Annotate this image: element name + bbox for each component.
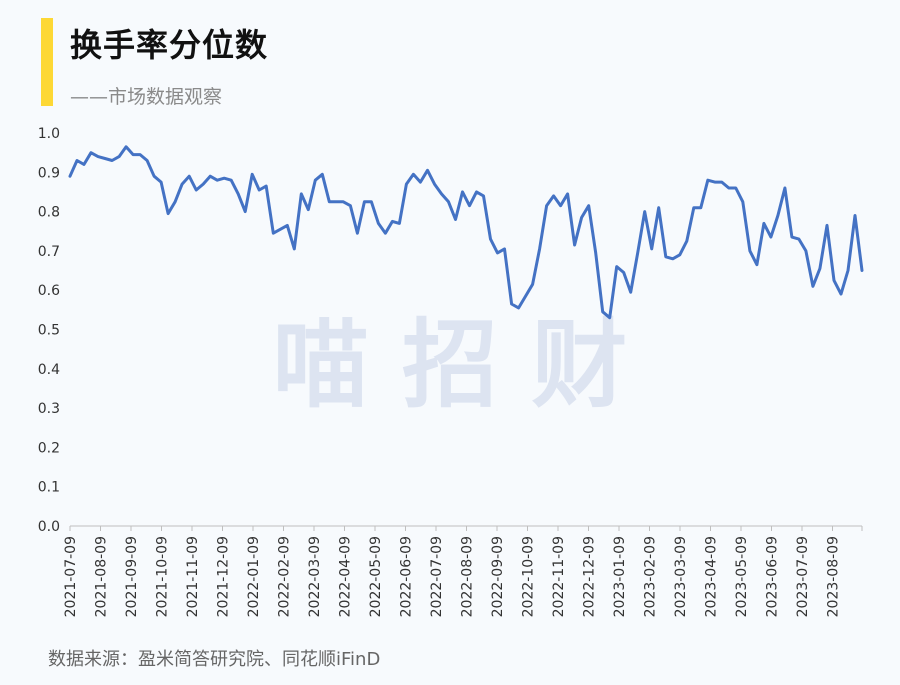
x-tick-label: 2023-08-09 <box>826 536 842 617</box>
y-tick-label: 0.8 <box>38 205 60 221</box>
x-axis: 2021-07-09 2021-08-09 2021-09-09 2021-10-09… <box>63 525 863 617</box>
y-tick-label: 0.0 <box>38 519 60 535</box>
x-tick-label: 2022-06-09 <box>399 536 415 617</box>
y-tick-label: 1.0 <box>38 126 60 142</box>
y-tick-label: 0.6 <box>38 283 60 299</box>
y-tick-label: 0.5 <box>38 323 60 339</box>
x-tick-label: 2021-10-09 <box>155 536 171 617</box>
x-tick-label: 2021-09-09 <box>124 536 140 617</box>
page-title: 换手率分位数 <box>70 26 269 64</box>
x-tick-label: 2023-06-09 <box>765 536 781 617</box>
line-chart: 喵 招 财 0.00.10.20.30.40.50.60.70.80.91.0 … <box>38 126 864 617</box>
y-tick-label: 0.3 <box>38 401 60 417</box>
title-accent-bar <box>41 18 53 106</box>
x-tick-label: 2023-04-09 <box>704 536 720 617</box>
x-tick-label: 2022-04-09 <box>338 536 354 617</box>
watermark-text: 喵 招 财 <box>273 309 628 421</box>
x-tick-label: 2022-11-09 <box>551 536 567 617</box>
x-tick-label: 2023-02-09 <box>643 536 659 617</box>
data-source: 数据来源：盈米简答研究院、同花顺iFinD <box>48 649 381 670</box>
x-tick-label: 2022-10-09 <box>521 536 537 617</box>
x-tick-label: 2022-05-09 <box>368 536 384 617</box>
x-tick-label: 2021-12-09 <box>216 536 232 617</box>
x-tick-label: 2021-07-09 <box>63 536 79 617</box>
page-subtitle: ——市场数据观察 <box>70 86 223 108</box>
x-tick-label: 2022-03-09 <box>307 536 323 617</box>
y-tick-label: 0.4 <box>38 362 60 378</box>
y-tick-label: 0.9 <box>38 165 60 181</box>
x-tick-label: 2022-07-09 <box>429 536 445 617</box>
x-tick-label: 2023-07-09 <box>795 536 811 617</box>
x-tick-label: 2022-08-09 <box>460 536 476 617</box>
x-tick-label: 2022-02-09 <box>277 536 293 617</box>
y-axis: 0.0 0.1 0.2 0.3 0.4 0.5 0.6 0.7 0.8 0.9 1.0 <box>38 126 60 535</box>
x-tick-label: 2021-11-09 <box>185 536 201 617</box>
x-tick-label: 2021-08-09 <box>94 536 110 617</box>
x-tick-label: 2023-03-09 <box>673 536 689 617</box>
x-tick-label: 2022-12-09 <box>582 536 598 617</box>
x-tick-label: 2023-05-09 <box>734 536 750 617</box>
plot-area <box>68 145 864 320</box>
y-tick-label: 0.7 <box>38 244 60 260</box>
y-tick-label: 0.1 <box>38 480 60 496</box>
x-tick-label: 2022-09-09 <box>490 536 506 617</box>
x-tick-label: 2023-01-09 <box>612 536 628 617</box>
y-tick-label: 0.2 <box>38 440 60 456</box>
x-tick-label: 2022-01-09 <box>246 536 262 617</box>
series-line <box>68 145 864 320</box>
